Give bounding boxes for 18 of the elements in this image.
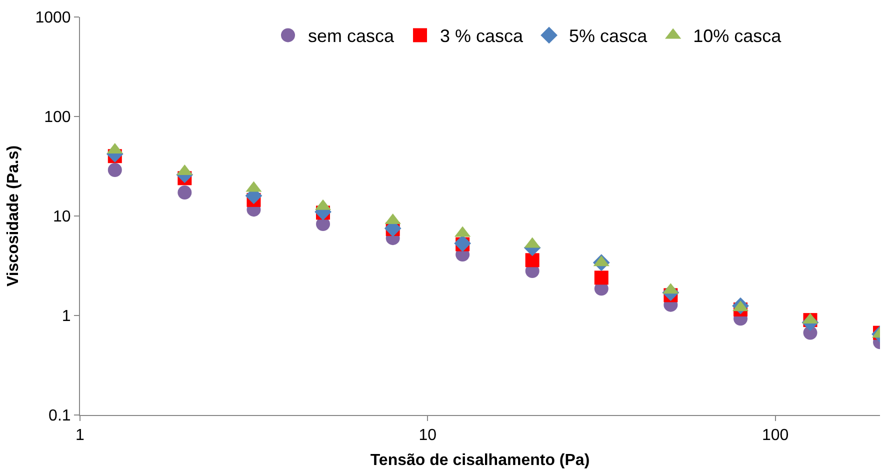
x-tick-label: 1 bbox=[76, 427, 85, 444]
legend-label: 3 % casca bbox=[440, 26, 524, 46]
y-axis-title: Viscosidade (Pa.s) bbox=[5, 145, 22, 287]
point bbox=[594, 270, 608, 285]
x-tick-label: 10 bbox=[418, 427, 437, 444]
y-tick-label: 1000 bbox=[35, 10, 71, 27]
x-tick-label: 100 bbox=[762, 427, 789, 444]
legend-label: 10% casca bbox=[693, 26, 782, 46]
point bbox=[178, 186, 192, 200]
legend-label: sem casca bbox=[308, 26, 396, 46]
x-axis-title: Tensão de cisalhamento (Pa) bbox=[370, 452, 590, 469]
point bbox=[108, 162, 122, 177]
point bbox=[525, 253, 540, 268]
y-tick-label: 10 bbox=[53, 208, 71, 226]
y-tick-label: 100 bbox=[44, 109, 71, 126]
y-tick-label: 1 bbox=[62, 308, 71, 326]
y-tick-label: 0.1 bbox=[48, 408, 71, 425]
legend-label: 5% casca bbox=[569, 26, 648, 46]
